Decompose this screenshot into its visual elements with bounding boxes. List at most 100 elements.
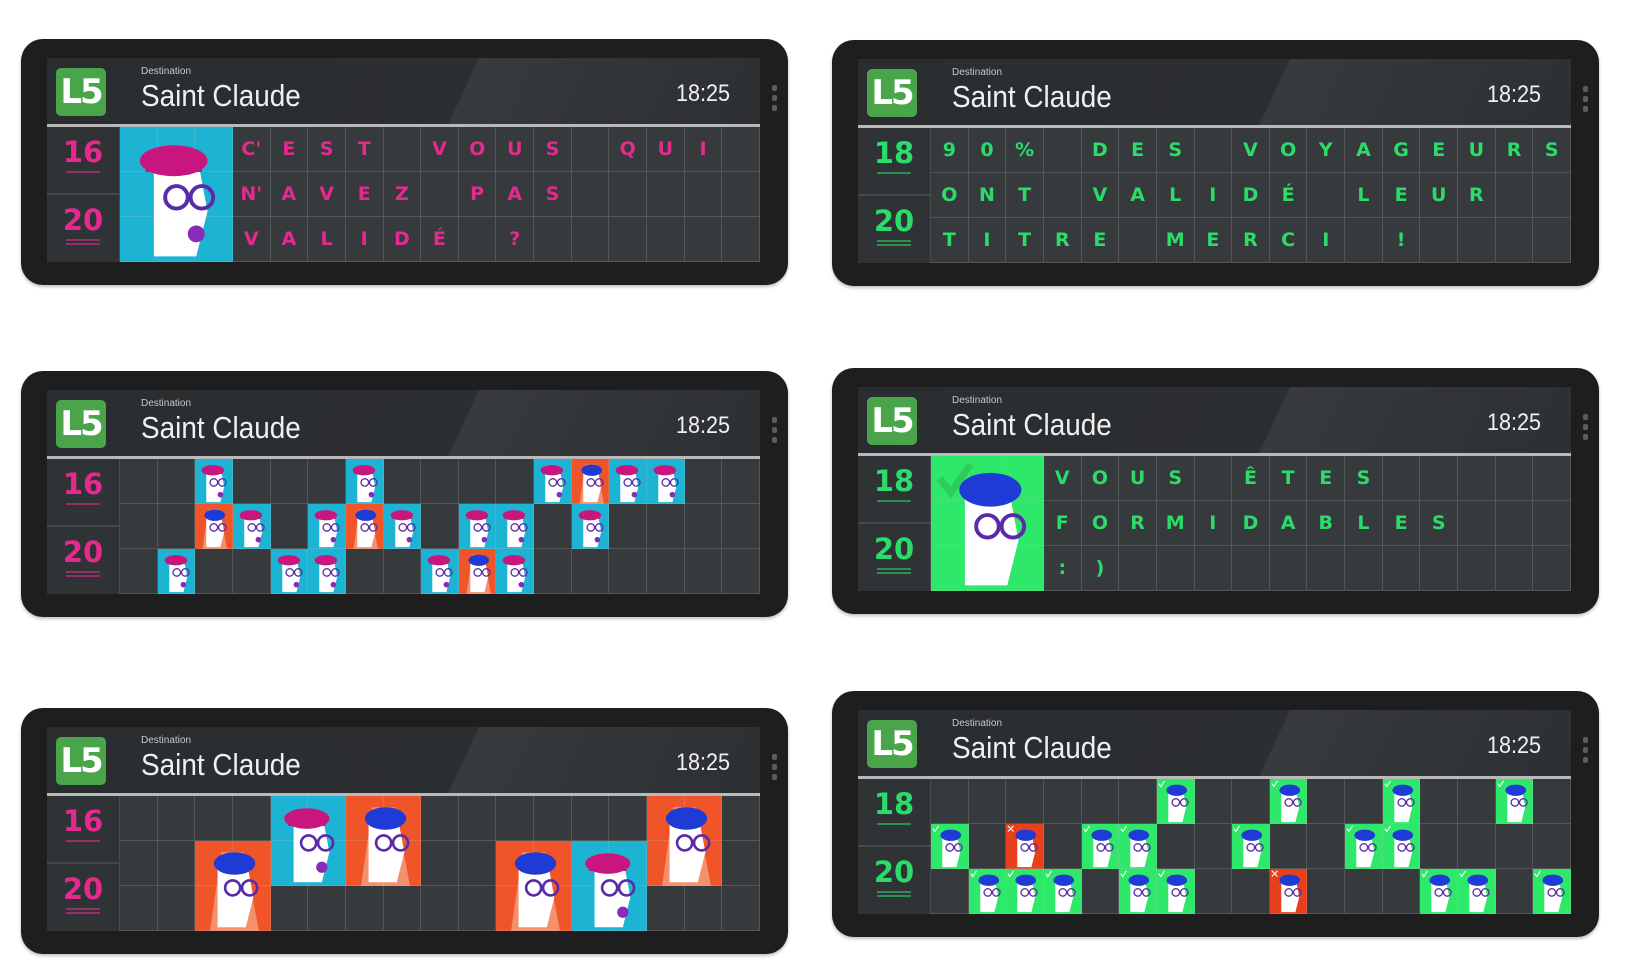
flap-letter: T	[1006, 218, 1044, 263]
bezel-dot	[772, 427, 777, 433]
counter-block: 18	[858, 456, 930, 524]
counter-sidebar: 18 20	[858, 456, 931, 591]
bezel-dot	[1583, 86, 1588, 92]
flap-cell	[534, 504, 572, 549]
portrait-tile	[931, 456, 969, 501]
flap-letter: F	[1043, 501, 1082, 546]
flap-cell	[534, 796, 572, 841]
flap-cell	[931, 869, 969, 914]
flap-letter: Q	[609, 127, 648, 172]
flap-letter: S	[534, 127, 572, 172]
portrait-tile	[684, 796, 723, 841]
flap-letter: A	[1119, 173, 1157, 218]
flap-letter: O	[931, 173, 969, 218]
flap-letter: A	[270, 217, 309, 262]
flap-cell	[722, 549, 760, 594]
flap-cell	[496, 459, 535, 504]
flap-cell	[684, 549, 723, 594]
counter-block: 16	[47, 127, 119, 195]
destination-name: Saint Claude	[141, 78, 301, 113]
flap-cell	[1194, 779, 1233, 824]
flap-letter: É	[421, 217, 459, 262]
portrait-tile	[931, 824, 969, 869]
portrait-tile	[120, 172, 158, 217]
flap-cell	[1533, 456, 1571, 501]
portrait-tile	[931, 501, 969, 546]
flap-cell	[722, 841, 760, 886]
portrait-tile	[571, 841, 610, 886]
flap-cell	[345, 886, 384, 931]
flap-letter: U	[496, 127, 535, 172]
flap-letter: R	[1458, 173, 1496, 218]
flap-cell	[1043, 173, 1082, 218]
portrait-tile	[195, 217, 233, 262]
portrait-tile	[120, 217, 158, 262]
flap-cell	[1232, 869, 1270, 914]
flap-letter: A	[496, 172, 535, 217]
flap-letter: I	[1194, 173, 1233, 218]
counter-caption-mark	[66, 171, 100, 173]
counter-caption-mark	[877, 240, 911, 242]
flap-cell	[722, 172, 760, 217]
flap-cell	[195, 796, 233, 841]
flap-letter: D	[1232, 173, 1270, 218]
flap-cell	[534, 217, 572, 262]
line-badge: L5	[867, 720, 917, 768]
counter-number: 16	[62, 135, 104, 169]
flap-letter: D	[383, 217, 422, 262]
counter-caption-mark	[66, 912, 100, 914]
counter-block: 16	[47, 459, 119, 527]
destination-name: Saint Claude	[141, 410, 301, 445]
flap-letter: 9	[931, 128, 969, 173]
flap-cell	[1194, 869, 1233, 914]
flap-cell	[684, 217, 723, 262]
counter-caption-mark	[877, 568, 911, 570]
destination-name: Saint Claude	[952, 407, 1112, 442]
portrait-tile	[232, 886, 271, 931]
bezel-dot	[1583, 106, 1588, 112]
flap-letter: S	[1533, 128, 1571, 173]
counter-block: 20	[47, 527, 119, 593]
counter-block: 20	[858, 196, 930, 262]
flap-cell	[1458, 501, 1496, 546]
flap-cell	[496, 796, 535, 841]
flap-cell	[421, 459, 459, 504]
flap-cell	[1307, 546, 1346, 591]
portrait-tile	[1006, 456, 1044, 501]
flap-letter: C'	[232, 127, 271, 172]
flap-letter: R	[1495, 128, 1534, 173]
departure-time: 18:25	[675, 80, 730, 107]
flap-cell	[1533, 218, 1571, 263]
flap-letter: O	[458, 127, 497, 172]
counter-block: 18	[858, 128, 930, 196]
flap-letter: V	[1043, 456, 1082, 501]
counter-number: 20	[62, 535, 104, 569]
flap-cell	[1345, 779, 1383, 824]
flap-cell	[383, 886, 422, 931]
bezel-dot	[772, 417, 777, 423]
counter-caption-mark	[877, 172, 911, 174]
portrait-tile	[1345, 824, 1383, 869]
flap-cell	[458, 841, 497, 886]
flap-cell	[1269, 824, 1308, 869]
flap-cell	[722, 459, 760, 504]
flap-cell	[1458, 824, 1496, 869]
portrait-tile	[571, 459, 610, 504]
portrait-tile	[647, 796, 685, 841]
flap-cell	[684, 172, 723, 217]
flap-cell	[1495, 173, 1534, 218]
departure-time: 18:25	[1486, 732, 1541, 759]
flap-letter: N	[968, 173, 1007, 218]
flap-letter: R	[1043, 218, 1082, 263]
flap-cell	[120, 841, 158, 886]
departure-time: 18:25	[675, 412, 730, 439]
counter-block: 20	[47, 864, 119, 930]
display-screen: L5 Destination Saint Claude 18:25 16 20	[47, 390, 760, 594]
flap-letter: S	[1156, 456, 1195, 501]
portrait-tile	[195, 172, 233, 217]
flap-cell	[1232, 779, 1270, 824]
counter-caption-mark	[877, 244, 911, 246]
flap-cell	[1194, 546, 1233, 591]
flap-cell	[232, 796, 271, 841]
flap-letter: S	[1156, 128, 1195, 173]
